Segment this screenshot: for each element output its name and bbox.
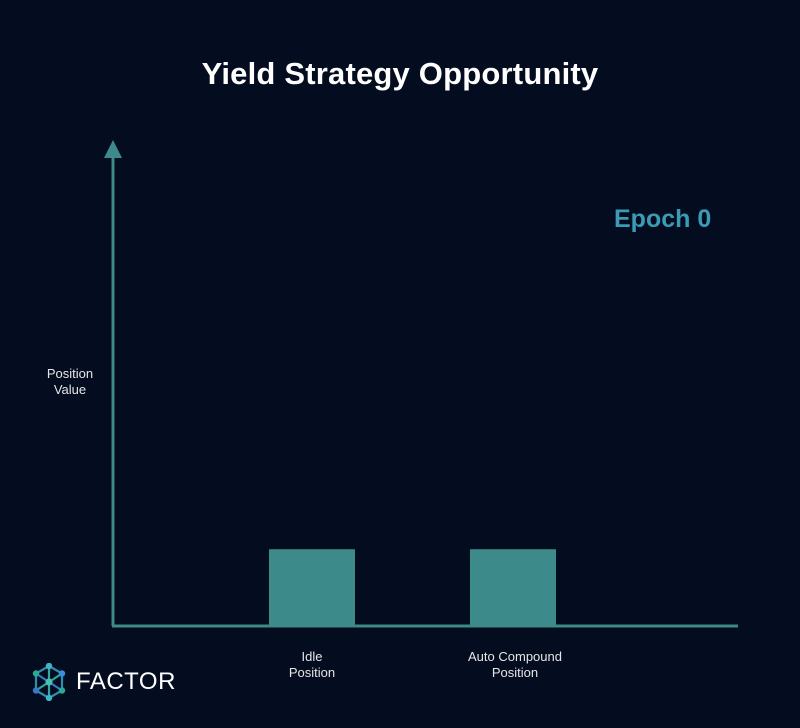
x-tick-label-auto-compound: Auto Compound Position <box>445 649 585 681</box>
epoch-annotation: Epoch 0 <box>614 205 712 233</box>
x-tick-label-idle: Idle Position <box>262 649 362 681</box>
x-tick-label-line: Position <box>491 665 539 680</box>
bar-1 <box>470 549 556 625</box>
y-axis-label-line: Position <box>46 366 94 381</box>
hexagon-network-icon <box>32 663 66 701</box>
x-tick-label-line: Idle <box>301 649 323 664</box>
factor-logo: FACTOR <box>30 662 176 702</box>
y-axis-label: Position Value <box>30 366 110 398</box>
chart-title: Yield Strategy Opportunity <box>201 56 599 91</box>
bar-0 <box>269 549 355 625</box>
chart-bars <box>269 549 556 625</box>
y-axis-label-line: Value <box>53 382 87 397</box>
x-tick-label-line: Auto Compound <box>468 649 562 664</box>
brand-name: FACTOR <box>76 668 176 695</box>
chart-axes <box>104 140 738 628</box>
x-tick-label-line: Position <box>288 665 336 680</box>
y-axis-arrow <box>104 140 122 158</box>
